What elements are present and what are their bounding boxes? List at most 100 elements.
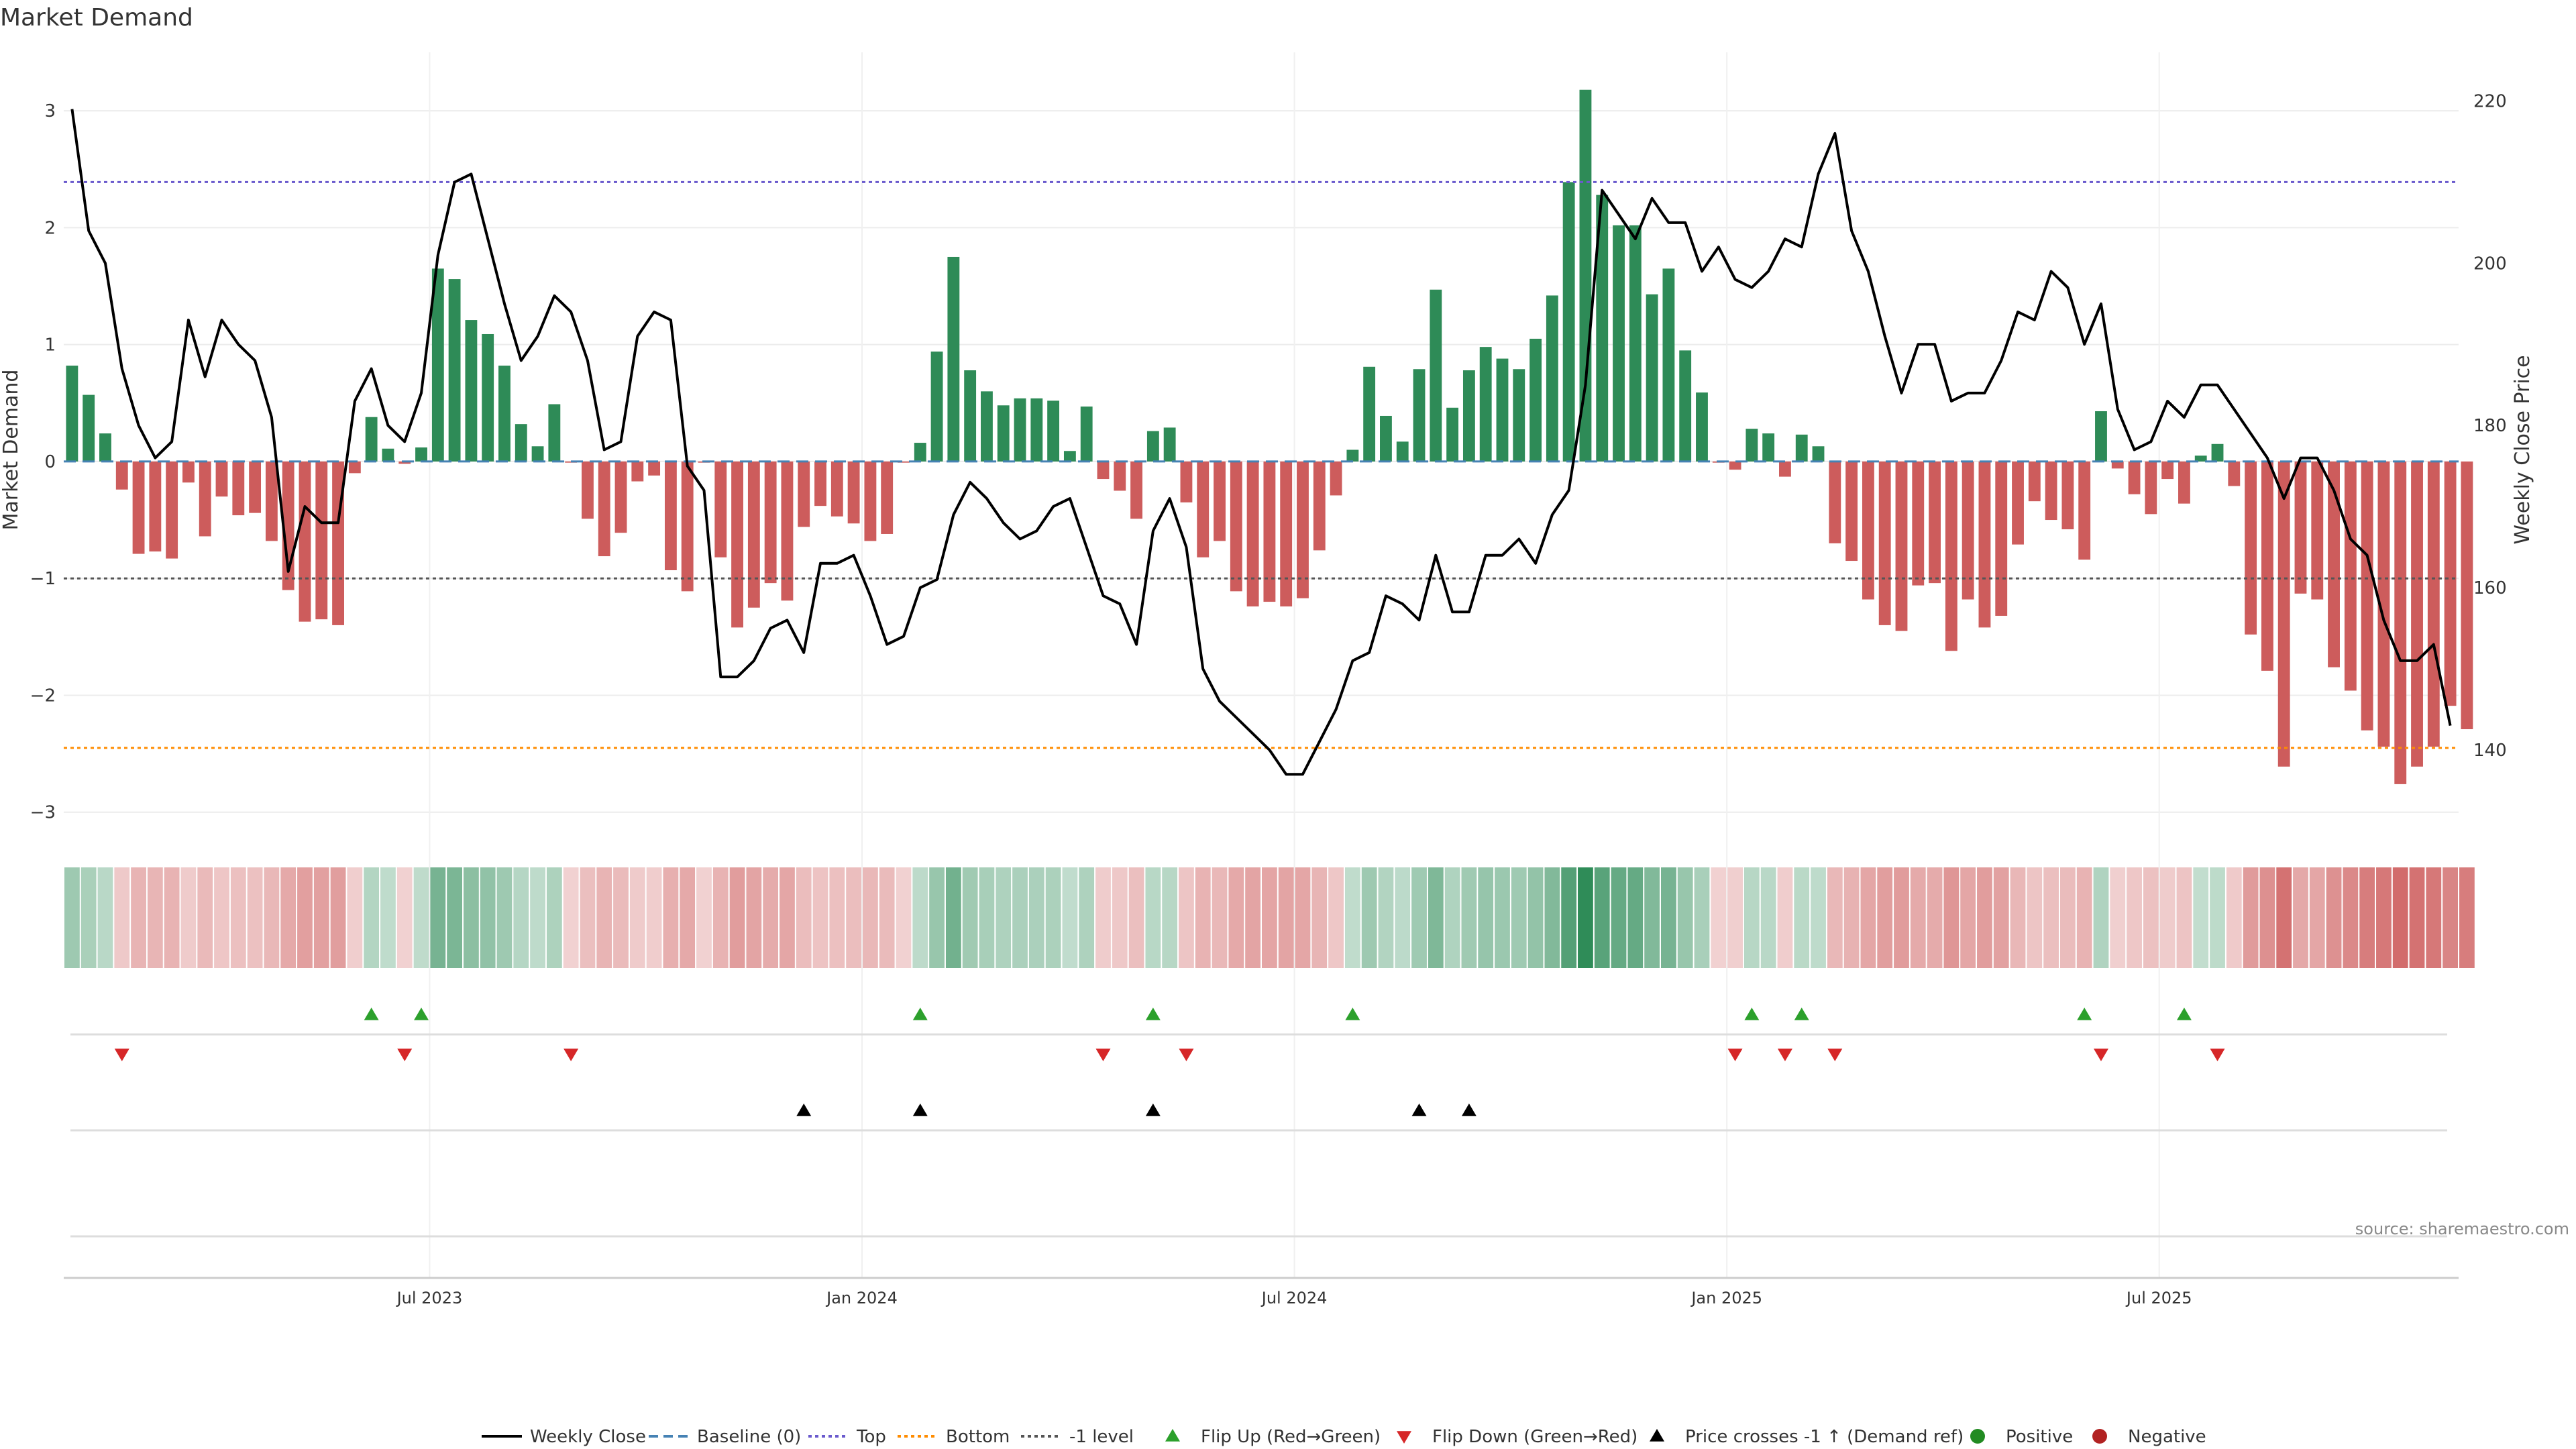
strength-cell bbox=[80, 867, 97, 968]
y2-tick-label: 180 bbox=[2473, 416, 2507, 436]
price-cross-marker bbox=[912, 1104, 928, 1116]
demand-bar bbox=[2211, 443, 2224, 462]
demand-bar bbox=[747, 461, 760, 608]
strength-cell bbox=[1195, 867, 1211, 968]
strength-cell bbox=[680, 867, 696, 968]
demand-bar bbox=[2245, 461, 2257, 635]
demand-bar bbox=[1030, 398, 1043, 462]
strength-cell bbox=[629, 867, 645, 968]
flip-down-marker bbox=[1777, 1049, 1792, 1061]
demand-bar bbox=[1729, 461, 1741, 470]
demand-bar bbox=[2045, 461, 2057, 521]
flip-up-marker bbox=[912, 1008, 928, 1020]
demand-bar bbox=[548, 404, 561, 462]
strength-cell bbox=[1811, 867, 1826, 968]
flip-down-marker bbox=[1827, 1049, 1843, 1061]
demand-bar bbox=[1912, 461, 1925, 586]
strength-cell bbox=[1495, 867, 1510, 968]
demand-bar bbox=[1246, 461, 1259, 607]
demand-bar bbox=[482, 333, 494, 462]
demand-bar bbox=[681, 461, 694, 592]
strength-cell bbox=[347, 867, 363, 968]
demand-bar bbox=[66, 366, 78, 462]
strength-cell bbox=[513, 867, 529, 968]
legend-swatch bbox=[1165, 1429, 1180, 1442]
strength-cell bbox=[829, 867, 845, 968]
strength-cell bbox=[546, 867, 562, 968]
strength-cell bbox=[2409, 867, 2425, 968]
strength-cell bbox=[164, 867, 180, 968]
demand-bar bbox=[1679, 350, 1692, 462]
demand-bar bbox=[1779, 461, 1791, 477]
strength-cell bbox=[2159, 867, 2176, 968]
legend-swatch bbox=[2092, 1429, 2107, 1444]
strength-cell bbox=[1611, 867, 1627, 968]
strength-cell bbox=[330, 867, 346, 968]
y-tick-label: −3 bbox=[30, 803, 56, 823]
strength-cell bbox=[1012, 867, 1028, 968]
strength-cell bbox=[1262, 867, 1277, 968]
demand-bar bbox=[1380, 415, 1392, 462]
demand-bar bbox=[1014, 398, 1026, 462]
legend-swatch bbox=[1970, 1429, 1985, 1444]
strength-cell bbox=[2027, 867, 2043, 968]
y2-axis-label: Weekly Close Price bbox=[2511, 355, 2534, 544]
demand-bar bbox=[2095, 411, 2107, 462]
strength-cell bbox=[696, 867, 712, 968]
demand-bar bbox=[1895, 461, 1908, 631]
demand-bar bbox=[1047, 400, 1060, 462]
y2-tick-label: 140 bbox=[2473, 741, 2507, 761]
strength-cell bbox=[1727, 867, 1743, 968]
demand-bar bbox=[764, 461, 777, 584]
strength-cell bbox=[663, 867, 679, 968]
x-tick-label: Jan 2024 bbox=[825, 1289, 898, 1307]
demand-bar bbox=[930, 352, 943, 462]
demand-bar bbox=[981, 391, 993, 462]
demand-bar bbox=[99, 433, 111, 462]
strength-cell bbox=[580, 867, 596, 968]
strength-cell bbox=[1644, 867, 1660, 968]
legend-label: Flip Up (Red→Green) bbox=[1201, 1427, 1381, 1447]
strength-cell bbox=[1711, 867, 1727, 968]
strength-cell bbox=[2127, 867, 2142, 968]
demand-bar bbox=[798, 461, 810, 527]
legend-label: Negative bbox=[2128, 1427, 2206, 1447]
strength-cell bbox=[464, 867, 479, 968]
demand-bar bbox=[664, 461, 677, 570]
strength-cell bbox=[929, 867, 945, 968]
demand-bar bbox=[1878, 461, 1891, 625]
demand-bar bbox=[232, 461, 245, 516]
strength-cell bbox=[2043, 867, 2059, 968]
demand-bar bbox=[1795, 434, 1808, 462]
strength-cell bbox=[746, 867, 762, 968]
demand-bar bbox=[830, 461, 843, 517]
flip-down-marker bbox=[2093, 1049, 2108, 1061]
flip-up-marker bbox=[2077, 1008, 2092, 1020]
strength-cell bbox=[1311, 867, 1328, 968]
demand-bar bbox=[2444, 461, 2457, 706]
demand-bar bbox=[1330, 461, 1342, 496]
strength-cell bbox=[1743, 867, 1760, 968]
demand-bar bbox=[265, 461, 278, 541]
strength-cell bbox=[447, 867, 462, 968]
demand-bar bbox=[2377, 461, 2390, 747]
demand-bar bbox=[1762, 433, 1775, 462]
demand-bar bbox=[2328, 461, 2340, 667]
demand-bar bbox=[2461, 461, 2473, 729]
strength-cell bbox=[2143, 867, 2159, 968]
strength-cell bbox=[1661, 867, 1676, 968]
flip-up-marker bbox=[414, 1008, 429, 1020]
strength-cell bbox=[1328, 867, 1344, 968]
demand-bar bbox=[1097, 461, 1110, 480]
demand-bar bbox=[1146, 431, 1159, 462]
strength-cell bbox=[214, 867, 229, 968]
flip-up-marker bbox=[1744, 1008, 1760, 1020]
demand-bar bbox=[914, 443, 926, 462]
demand-bar bbox=[1080, 407, 1093, 462]
demand-bar bbox=[2361, 461, 2373, 731]
strength-cell bbox=[780, 867, 795, 968]
demand-bar bbox=[1513, 369, 1525, 462]
demand-bar bbox=[1479, 347, 1492, 462]
demand-bar bbox=[847, 461, 860, 524]
